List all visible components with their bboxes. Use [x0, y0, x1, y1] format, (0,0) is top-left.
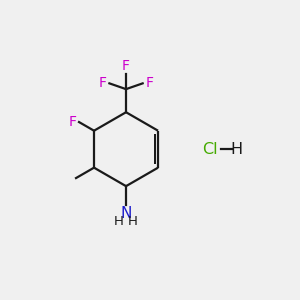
Text: H: H [231, 142, 243, 157]
Text: F: F [99, 76, 106, 90]
Text: F: F [69, 115, 77, 129]
Text: F: F [146, 76, 153, 90]
Text: H: H [128, 215, 138, 228]
Text: N: N [120, 206, 132, 221]
Text: F: F [122, 59, 130, 73]
Text: H: H [114, 215, 124, 228]
Text: Cl: Cl [202, 142, 218, 157]
